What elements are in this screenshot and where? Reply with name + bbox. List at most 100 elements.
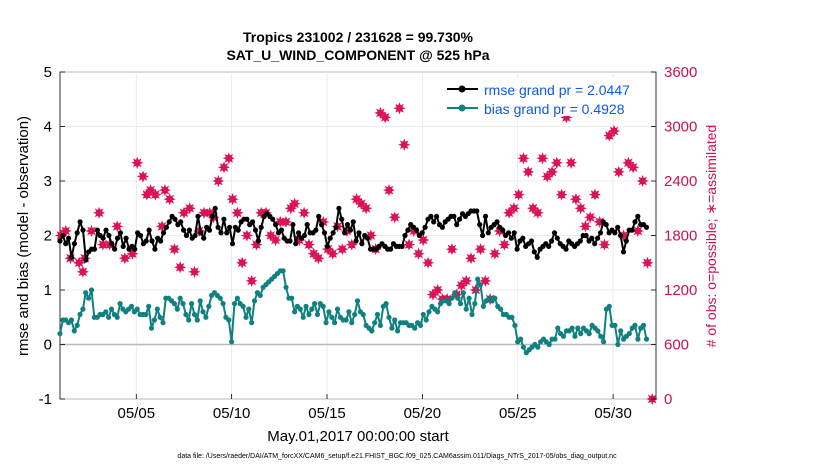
rmse-point xyxy=(290,222,296,228)
rmse-point xyxy=(227,224,233,230)
rmse-point xyxy=(520,235,526,241)
rmse-point xyxy=(278,227,284,233)
bias-point xyxy=(174,306,180,312)
rmse-point xyxy=(615,224,621,230)
obs-assimilated-marker xyxy=(240,229,253,242)
bias-point xyxy=(369,328,375,334)
bias-point xyxy=(189,301,195,307)
bias-point xyxy=(117,301,123,307)
rmse-point xyxy=(477,222,483,228)
y-tick-label: 0 xyxy=(44,337,52,354)
rmse-point xyxy=(612,230,618,236)
obs-assimilated-marker xyxy=(183,202,196,215)
bias-point xyxy=(86,295,92,301)
bias-point xyxy=(635,336,641,342)
obs-assimilated-marker xyxy=(412,247,425,260)
rmse-point xyxy=(178,219,184,225)
rmse-series xyxy=(57,205,650,263)
bias-point xyxy=(332,320,338,326)
y-tick-label: 4 xyxy=(44,119,52,136)
rmse-point xyxy=(480,232,486,239)
rmse-point xyxy=(91,246,98,252)
obs-assimilated-marker xyxy=(636,174,649,188)
rmse-point xyxy=(597,230,604,236)
rmse-point xyxy=(319,222,325,228)
bias-point xyxy=(509,314,515,320)
rmse-point xyxy=(500,227,506,233)
bias-point xyxy=(312,301,318,307)
y-right-tick-label: 600 xyxy=(664,337,689,354)
bias-point xyxy=(206,303,212,309)
bias-point xyxy=(552,336,558,342)
bias-point xyxy=(283,284,289,290)
rmse-point xyxy=(595,235,601,241)
rmse-point xyxy=(212,205,218,211)
bias-point xyxy=(435,309,441,315)
rmse-point xyxy=(80,227,86,233)
rmse-point xyxy=(57,238,63,244)
rmse-point xyxy=(321,230,328,236)
bias-point xyxy=(455,295,461,301)
bias-point xyxy=(226,317,232,323)
bias-point xyxy=(292,309,298,315)
rmse-point xyxy=(195,213,201,219)
bias-point xyxy=(314,311,321,318)
rmse-point xyxy=(235,227,241,233)
bias-point xyxy=(354,298,361,304)
rmse-point xyxy=(106,232,112,239)
bias-point xyxy=(395,328,401,334)
bias-point xyxy=(477,282,484,288)
rmse-point xyxy=(353,238,359,244)
rmse-point xyxy=(172,216,178,222)
bias-point xyxy=(74,322,80,328)
obs-assimilated-marker xyxy=(431,283,444,297)
rmse-point xyxy=(152,246,158,252)
bias-point xyxy=(426,309,432,315)
rmse-point xyxy=(166,219,172,225)
rmse-point xyxy=(482,213,489,219)
bias-point xyxy=(106,314,112,320)
rmse-point xyxy=(250,219,256,225)
x-tick-label: 05/15 xyxy=(308,405,346,422)
bias-point xyxy=(320,303,326,309)
rmse-point xyxy=(339,216,345,222)
bias-point xyxy=(377,322,383,328)
rmse-point xyxy=(304,222,310,228)
rmse-point xyxy=(485,230,491,236)
bias-point xyxy=(171,301,177,307)
obs-assimilated-marker xyxy=(522,165,535,178)
bias-point xyxy=(535,344,541,350)
bias-point xyxy=(560,333,567,339)
rmse-point xyxy=(365,235,371,241)
obs-assimilated-marker xyxy=(298,206,311,219)
obs-assimilated-marker xyxy=(217,161,231,174)
bias-point xyxy=(151,317,157,323)
rmse-point xyxy=(123,235,129,241)
rmse-point xyxy=(399,243,405,249)
bias-point xyxy=(103,309,109,315)
obs-assimilated-marker xyxy=(569,193,582,206)
obs-assimilated-marker xyxy=(212,174,225,188)
rmse-point xyxy=(83,257,89,263)
y-right-tick-label: 0 xyxy=(664,391,672,408)
obs-assimilated-marker xyxy=(96,238,109,251)
rmse-point xyxy=(589,235,595,241)
bias-point xyxy=(134,306,140,312)
bias-point xyxy=(417,322,424,328)
obs-assimilated-marker xyxy=(326,247,339,260)
rmse-point xyxy=(66,235,72,241)
obs-assimilated-marker xyxy=(555,188,568,201)
bias-point xyxy=(80,306,86,312)
bias-point xyxy=(306,311,312,318)
y-tick-label: 5 xyxy=(44,64,52,81)
y-right-tick-label: 1800 xyxy=(664,228,697,245)
bias-point xyxy=(160,320,166,326)
rmse-point xyxy=(224,230,230,236)
y-axis-right-label: # of obs: o=possible; ∗=assimilated xyxy=(703,125,719,348)
x-axis: 05/05 05/10 05/15 05/20 05/25 05/30 xyxy=(118,394,632,422)
rmse-point xyxy=(137,232,144,239)
legend-rmse-marker xyxy=(458,85,466,93)
rmse-point xyxy=(149,238,155,244)
rmse-point xyxy=(63,241,69,247)
obs-assimilated-marker xyxy=(536,152,549,165)
